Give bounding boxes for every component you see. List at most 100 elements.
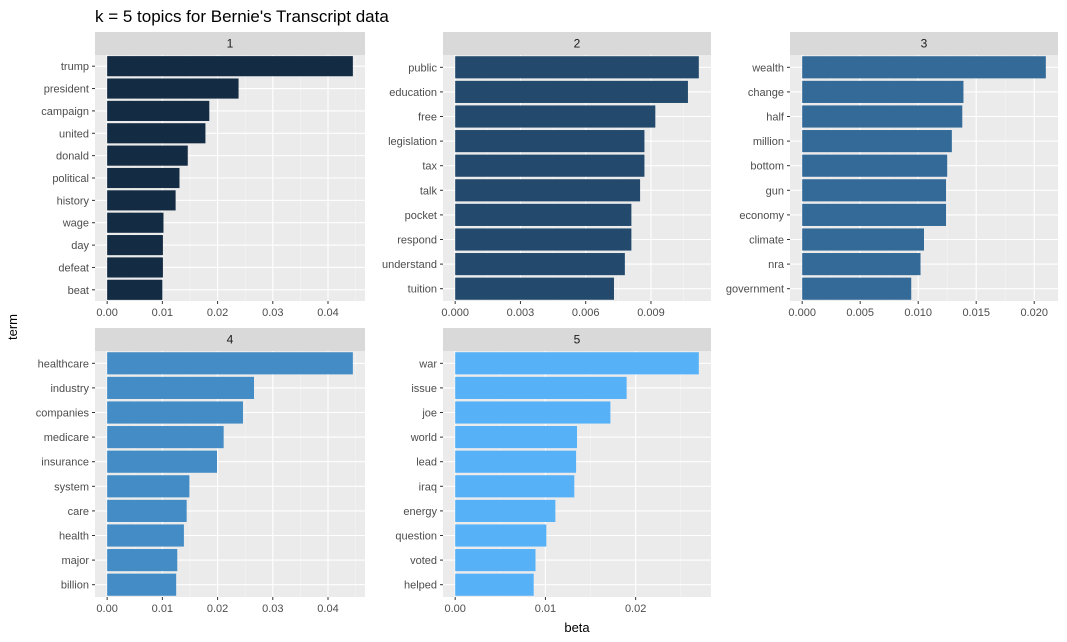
y-tick-label-gun: gun <box>766 185 784 197</box>
x-tick-label: 0.000 <box>788 307 816 319</box>
x-tick-label: 0.005 <box>846 307 874 319</box>
x-tick-label: 0.03 <box>262 603 283 615</box>
bar-issue <box>455 376 627 399</box>
bar-question <box>455 524 547 547</box>
x-tick-label: 0.01 <box>152 603 173 615</box>
facet-strip <box>95 328 365 351</box>
bar-united <box>107 123 206 144</box>
bar-campaign <box>107 100 210 121</box>
bar-president <box>107 78 239 99</box>
bar-understand <box>455 253 625 276</box>
y-tick-label-war: war <box>418 358 437 370</box>
y-tick-label-economy: economy <box>739 210 784 222</box>
y-tick-label-understand: understand <box>382 259 437 271</box>
y-tick-label-health: health <box>59 531 89 543</box>
facet-strip-label: 2 <box>574 37 581 51</box>
y-tick-label-question: question <box>395 531 437 543</box>
y-tick-label-political: political <box>52 173 89 185</box>
bar-legislation <box>455 130 645 153</box>
y-tick-label-history: history <box>57 195 90 207</box>
y-tick-label-tax: tax <box>422 161 437 173</box>
bar-donald <box>107 145 188 166</box>
bar-pocket <box>455 203 632 226</box>
bar-industry <box>107 376 255 399</box>
x-tick-label: 0.00 <box>444 603 465 615</box>
bar-wealth <box>802 56 1046 79</box>
y-tick-label-iraq: iraq <box>419 481 437 493</box>
x-tick-label: 0.000 <box>441 307 469 319</box>
x-axis-title: beta <box>564 620 590 635</box>
bar-government <box>802 277 912 300</box>
y-tick-label-donald: donald <box>56 151 89 163</box>
y-tick-label-climate: climate <box>749 235 784 247</box>
y-tick-label-industry: industry <box>50 383 89 395</box>
y-tick-label-united: united <box>59 128 89 140</box>
facet-panel-5: 5 0.00 0.01 0.02 war issue joe world lead iraq ene… <box>395 328 711 615</box>
facet-panel-3: 3 0.000 0.005 0.010 0.015 0.020 wealth change ha… <box>726 32 1058 319</box>
y-tick-label-half: half <box>766 112 785 124</box>
y-tick-label-bottom: bottom <box>750 161 784 173</box>
facet-strip <box>790 32 1058 55</box>
y-tick-label-insurance: insurance <box>41 457 89 469</box>
y-tick-label-trump: trump <box>61 61 89 73</box>
x-tick-label: 0.006 <box>572 307 600 319</box>
facet-strip-label: 3 <box>921 37 928 51</box>
y-tick-label-education: education <box>389 87 437 99</box>
bar-voted <box>455 549 536 572</box>
x-tick-label: 0.04 <box>317 603 338 615</box>
y-tick-label-million: million <box>753 136 784 148</box>
bar-iraq <box>455 475 575 498</box>
bar-medicare <box>107 426 224 449</box>
bar-beat <box>107 279 163 300</box>
x-tick-label: 0.03 <box>262 307 283 319</box>
bar-nra <box>802 253 921 276</box>
facet-strip <box>443 328 711 351</box>
x-tick-label: 0.015 <box>962 307 990 319</box>
y-tick-label-president: president <box>44 84 89 96</box>
y-tick-label-billion: billion <box>61 580 89 592</box>
x-tick-label: 0.00 <box>96 603 117 615</box>
bar-half <box>802 105 963 128</box>
y-tick-label-defeat: defeat <box>58 262 89 274</box>
x-tick-label: 0.010 <box>904 307 932 319</box>
facet-panel-2: 2 0.000 0.003 0.006 0.009 public education free… <box>382 32 711 319</box>
bar-billion <box>107 573 177 596</box>
x-tick-label: 0.00 <box>96 307 117 319</box>
y-tick-label-free: free <box>418 112 437 124</box>
bar-health <box>107 524 184 547</box>
y-tick-label-beat: beat <box>68 285 89 297</box>
y-tick-label-energy: energy <box>403 506 437 518</box>
bar-insurance <box>107 450 218 473</box>
y-tick-label-talk: talk <box>420 185 438 197</box>
y-tick-label-change: change <box>748 87 784 99</box>
y-tick-label-nra: nra <box>768 259 785 271</box>
x-tick-label: 0.04 <box>317 307 338 319</box>
y-tick-label-world: world <box>410 432 437 444</box>
facet-strip <box>95 32 365 55</box>
y-tick-label-day: day <box>71 240 89 252</box>
panels-container: 1 0.00 0.01 0.02 0.03 0.04 trump president campa… <box>36 32 1058 615</box>
facet-strip <box>443 32 711 55</box>
y-tick-label-campaign: campaign <box>41 106 89 118</box>
bar-tax <box>455 154 645 177</box>
x-tick-label: 0.009 <box>637 307 665 319</box>
bar-companies <box>107 401 243 424</box>
bar-helped <box>455 573 534 596</box>
bar-energy <box>455 499 556 522</box>
bar-system <box>107 475 190 498</box>
bar-talk <box>455 179 641 202</box>
y-tick-label-helped: helped <box>404 580 437 592</box>
bar-change <box>802 80 964 103</box>
bar-wage <box>107 212 164 233</box>
y-axis-title: term <box>5 314 20 340</box>
y-tick-label-legislation: legislation <box>388 136 437 148</box>
bar-history <box>107 190 176 211</box>
bar-trump <box>107 56 353 77</box>
y-tick-label-healthcare: healthcare <box>38 358 89 370</box>
bar-world <box>455 426 577 449</box>
bar-healthcare <box>107 352 353 375</box>
bar-war <box>455 352 699 375</box>
x-tick-label: 0.01 <box>152 307 173 319</box>
chart-title: k = 5 topics for Bernie's Transcript dat… <box>95 7 389 26</box>
